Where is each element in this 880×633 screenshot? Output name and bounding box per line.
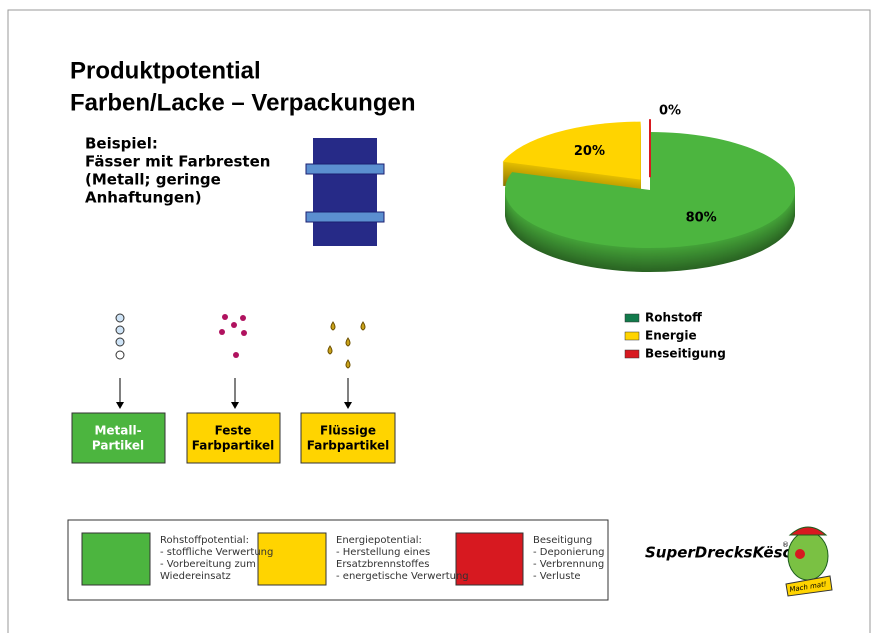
legend-desc: Energiepotential: [336, 535, 422, 546]
title: Produktpotential [70, 57, 261, 84]
legend-desc: Wiedereinsatz [160, 571, 231, 582]
example-text: Anhaftungen) [85, 189, 202, 207]
legend-label: Rohstoff [645, 311, 702, 325]
legend-desc: - energetische Verwertung [336, 571, 469, 582]
swatch [258, 533, 326, 585]
legend-desc: Beseitigung [533, 535, 592, 546]
logo-mark: ® [782, 541, 789, 549]
logo: SuperDrecksKëscht ® Mach mat! [645, 527, 832, 596]
box-label: Farbpartikel [307, 439, 389, 453]
slide: Produktpotential Farben/Lacke – Verpacku… [0, 0, 880, 633]
box-label: Flüssige [320, 424, 376, 438]
example-text: Fässer mit Farbresten [85, 153, 270, 171]
box-label: Partikel [92, 439, 144, 453]
example-text: Beispiel: [85, 135, 158, 153]
barrel [306, 138, 384, 246]
legend-desc: - Deponierung [533, 547, 605, 558]
particles [116, 314, 365, 409]
legend-swatch [625, 350, 639, 358]
legend-desc: - Herstellung eines [336, 547, 430, 558]
legend-desc: Ersatzbrennstoffes [336, 559, 430, 570]
legend-desc: - Verbrennung [533, 559, 604, 570]
value-label: 80% [686, 211, 717, 226]
legend-desc: - stoffliche Verwertung [160, 547, 273, 558]
legend-desc: - Verluste [533, 571, 581, 582]
value-label: 20% [574, 144, 605, 159]
legend-desc: Rohstoffpotential: [160, 535, 249, 546]
legend-swatch [625, 332, 639, 340]
legend-swatch [625, 314, 639, 322]
swatch [82, 533, 150, 585]
box-label: Metall- [94, 424, 141, 438]
title: Farben/Lacke – Verpackungen [70, 89, 415, 116]
example-text: (Metall; geringe [85, 171, 221, 189]
legend-desc: - Vorbereitung zum [160, 559, 256, 570]
value-label: 0% [659, 104, 681, 119]
box-label: Feste [215, 424, 252, 438]
legend-label: Beseitigung [645, 347, 726, 361]
box-label: Farbpartikel [192, 439, 274, 453]
legend-label: Energie [645, 329, 697, 343]
